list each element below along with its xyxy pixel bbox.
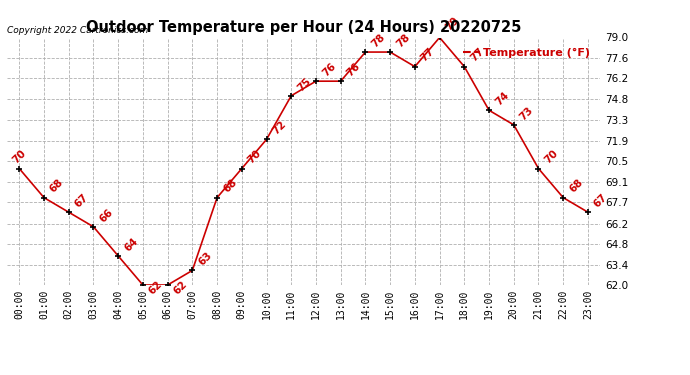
Text: 78: 78 bbox=[394, 32, 412, 49]
Text: 70: 70 bbox=[542, 148, 560, 166]
Text: 77: 77 bbox=[469, 46, 486, 64]
Text: 66: 66 bbox=[97, 207, 115, 224]
Text: 74: 74 bbox=[493, 90, 511, 108]
Title: Outdoor Temperature per Hour (24 Hours) 20220725: Outdoor Temperature per Hour (24 Hours) … bbox=[86, 20, 521, 35]
Text: 67: 67 bbox=[73, 192, 90, 209]
Text: 78: 78 bbox=[370, 32, 387, 49]
Text: 62: 62 bbox=[172, 279, 189, 296]
Text: 62: 62 bbox=[147, 279, 164, 296]
Text: 63: 63 bbox=[197, 251, 214, 268]
Text: 70: 70 bbox=[246, 148, 264, 166]
Text: 68: 68 bbox=[221, 177, 239, 195]
Text: 73: 73 bbox=[518, 105, 535, 122]
Text: 75: 75 bbox=[295, 75, 313, 93]
Text: 68: 68 bbox=[48, 177, 66, 195]
Text: 72: 72 bbox=[270, 119, 288, 136]
Text: 79: 79 bbox=[444, 15, 461, 32]
Legend: Temperature (°F): Temperature (°F) bbox=[459, 43, 595, 62]
Text: 67: 67 bbox=[592, 192, 609, 209]
Text: 68: 68 bbox=[567, 177, 584, 195]
Text: 76: 76 bbox=[320, 61, 337, 78]
Text: 77: 77 bbox=[419, 46, 437, 64]
Text: Copyright 2022 Cartronics.com: Copyright 2022 Cartronics.com bbox=[7, 26, 148, 35]
Text: 64: 64 bbox=[122, 236, 140, 253]
Text: 76: 76 bbox=[345, 61, 362, 78]
Text: 70: 70 bbox=[11, 148, 28, 166]
